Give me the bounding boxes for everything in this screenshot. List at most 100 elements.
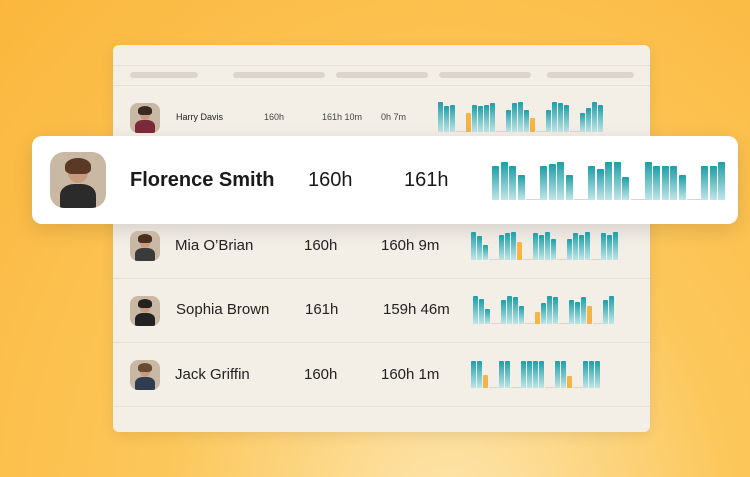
hours-bar: [484, 104, 489, 132]
weekend-gap: [496, 131, 506, 132]
hours-bar: [653, 166, 660, 200]
hours-bar: [581, 297, 586, 324]
hours-bar: [499, 361, 504, 388]
hours-bar: [555, 361, 560, 388]
tracked-hours: 161h: [404, 169, 449, 191]
hours-bar: [607, 234, 612, 260]
planned-hours: 160h: [304, 237, 338, 254]
hours-bar: [539, 234, 544, 260]
planned-hours: 160h: [308, 169, 353, 191]
hours-bar: [561, 361, 566, 388]
weekend-gap: [489, 259, 499, 260]
tracked-hours: 160h 1m: [381, 366, 440, 383]
hours-bar: [540, 166, 547, 200]
tracked-hours: 160h 9m: [381, 237, 440, 254]
weekend-gap: [687, 199, 701, 200]
hours-bar: [586, 108, 591, 132]
weekend-gap: [573, 387, 583, 388]
hours-bar: [485, 309, 490, 324]
hours-bar: [546, 109, 551, 132]
hours-bar: [478, 106, 483, 132]
hours-bar: [512, 103, 517, 132]
weekend-gap: [491, 323, 501, 324]
hours-bar: [471, 361, 476, 388]
weekly-hours-chart: [471, 230, 619, 260]
hours-bar: [477, 361, 482, 388]
avatar: [130, 103, 160, 133]
overtime-bar: [466, 112, 471, 132]
hours-bar: [552, 101, 557, 132]
employee-name: Jack Griffin: [175, 366, 250, 383]
hours-bar: [471, 231, 476, 260]
overtime-bar: [530, 117, 535, 132]
hours-bar: [592, 101, 597, 132]
overtime-bar: [535, 312, 540, 324]
hours-bar: [603, 300, 608, 324]
hours-bar: [524, 109, 529, 132]
hours-bar: [506, 109, 511, 132]
weekend-gap: [574, 199, 588, 200]
employee-name: Florence Smith: [130, 169, 275, 191]
hours-bar: [583, 361, 588, 388]
avatar: [50, 152, 106, 208]
avatar: [130, 296, 160, 326]
hours-bar: [541, 303, 546, 324]
hours-bar: [589, 361, 594, 388]
hours-bar: [509, 166, 516, 200]
overtime-bar: [567, 376, 572, 388]
hours-bar: [492, 166, 499, 200]
hours-bar: [670, 166, 677, 200]
hours-bar: [519, 306, 524, 324]
hours-bar: [596, 168, 604, 200]
hours-bar: [479, 298, 484, 324]
highlighted-row[interactable]: Florence Smith 160h 161h: [32, 136, 738, 224]
hours-bar: [505, 233, 510, 260]
hours-bar: [595, 361, 600, 388]
difference-hours: 0h 7m: [381, 112, 407, 122]
avatar: [130, 360, 160, 390]
hours-bar: [505, 361, 510, 388]
hours-bar: [472, 104, 477, 132]
weekly-hours-chart: [471, 358, 601, 388]
hours-bar: [701, 166, 708, 200]
header-placeholder: [336, 72, 428, 78]
divider: [113, 85, 650, 86]
overtime-bar: [483, 374, 488, 388]
divider: [113, 342, 650, 343]
overtime-bar: [587, 306, 592, 324]
hours-bar: [507, 295, 512, 324]
hours-bar: [548, 164, 556, 200]
weekly-hours-chart: [473, 294, 615, 324]
hours-bar: [539, 361, 544, 388]
weekend-gap: [591, 259, 601, 260]
hours-bar: [588, 166, 595, 200]
weekend-gap: [630, 199, 645, 200]
tracked-hours: 161h 10m: [322, 112, 363, 122]
employee-name: Harry Davis: [176, 112, 224, 122]
hours-bar: [545, 231, 550, 260]
hours-bar: [601, 233, 606, 260]
hours-bar: [501, 300, 506, 324]
divider: [113, 65, 650, 66]
hours-bar: [483, 245, 488, 260]
weekend-gap: [536, 131, 546, 132]
hours-bar: [565, 174, 573, 200]
hours-bar: [450, 104, 455, 132]
tracked-hours: 159h 46m: [383, 301, 450, 318]
weekend-gap: [545, 387, 555, 388]
hours-bar: [622, 176, 629, 200]
hours-bar: [490, 103, 495, 132]
hours-bar: [605, 162, 612, 200]
header-placeholder: [233, 72, 325, 78]
hours-bar: [499, 234, 504, 260]
avatar: [130, 231, 160, 261]
divider: [113, 278, 650, 279]
hours-bar: [551, 239, 556, 260]
hours-bar: [533, 233, 538, 260]
hours-bar: [518, 101, 523, 132]
weekend-gap: [557, 259, 567, 260]
weekend-gap: [523, 259, 533, 260]
hours-bar: [521, 361, 526, 388]
hours-bar: [567, 239, 572, 260]
hours-bar: [678, 174, 686, 200]
